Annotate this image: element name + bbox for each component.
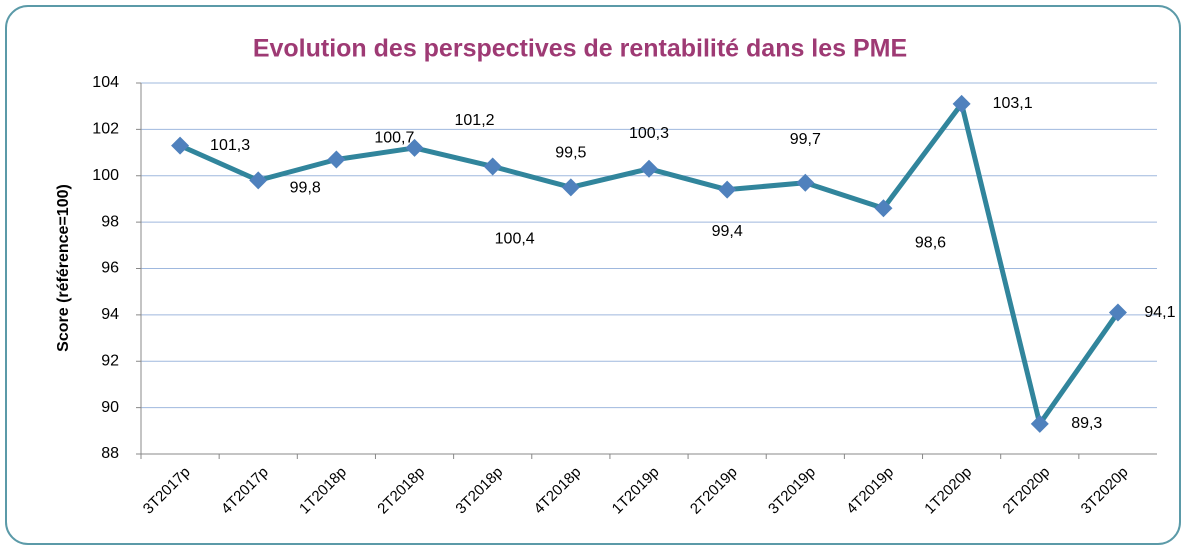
data-point	[1030, 414, 1049, 433]
data-point	[1108, 303, 1127, 322]
y-axis-label: Score (référence=100)	[55, 184, 72, 352]
data-label: 101,3	[210, 137, 250, 154]
data-point	[171, 136, 190, 155]
data-label: 100,4	[495, 231, 535, 248]
data-point	[249, 171, 268, 190]
y-tick-label: 96	[101, 260, 119, 277]
data-point	[640, 159, 658, 178]
data-label: 100,3	[629, 125, 669, 142]
data-label: 89,3	[1071, 415, 1102, 432]
data-point	[718, 180, 737, 199]
data-point	[874, 199, 893, 218]
data-label: 103,1	[993, 95, 1033, 112]
y-tick-label: 92	[101, 352, 119, 369]
y-tick-label: 104	[92, 74, 119, 91]
y-tick-label: 94	[101, 306, 119, 323]
data-label: 98,6	[915, 234, 946, 251]
data-label: 99,4	[712, 223, 743, 240]
data-label: 99,7	[790, 131, 821, 148]
y-tick-label: 102	[92, 121, 119, 138]
data-point	[405, 138, 424, 157]
chart-title: Evolution des perspectives de rentabilit…	[253, 35, 907, 63]
data-point	[483, 157, 502, 176]
y-tick-label: 90	[101, 399, 119, 416]
chart-frame	[5, 5, 1181, 545]
y-tick-label: 100	[92, 167, 119, 184]
data-point	[561, 178, 580, 197]
data-point	[796, 173, 815, 192]
data-point	[327, 150, 346, 169]
y-tick-label: 88	[101, 445, 119, 462]
data-label: 99,5	[555, 145, 586, 162]
data-label: 100,7	[374, 130, 414, 147]
data-label: 99,8	[290, 180, 321, 197]
data-point	[952, 94, 971, 113]
data-label: 101,2	[455, 112, 495, 129]
data-label: 94,1	[1144, 304, 1175, 321]
y-tick-label: 98	[101, 213, 119, 230]
